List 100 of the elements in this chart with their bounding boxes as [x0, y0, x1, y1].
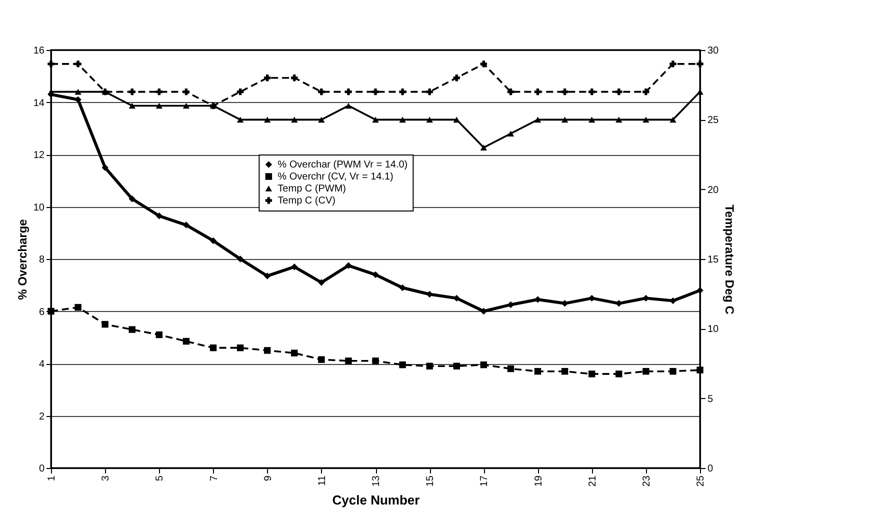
point [74, 96, 82, 103]
point [264, 116, 271, 123]
x-tick-label: 17 [479, 475, 490, 487]
point [507, 301, 514, 308]
point [156, 102, 163, 109]
point [696, 286, 704, 294]
point [74, 60, 82, 68]
point [670, 368, 676, 375]
point [345, 102, 352, 109]
y-tick-label: 12 [33, 150, 45, 161]
y2-tick-label: 5 [708, 394, 714, 405]
point [616, 370, 622, 378]
point [561, 116, 568, 123]
point [318, 279, 325, 286]
point [156, 212, 163, 220]
point [318, 88, 325, 96]
point [426, 88, 433, 96]
point [102, 164, 108, 171]
x-tick-label: 9 [262, 475, 274, 482]
y-tick-label: 6 [38, 306, 45, 318]
point [74, 304, 82, 311]
point [480, 60, 488, 68]
point [318, 116, 325, 123]
x-tick-label: 25 [696, 475, 706, 487]
legend-label: % Overchr (CV, Vr = 14.1) [278, 172, 394, 182]
point [399, 116, 406, 123]
point [345, 88, 352, 96]
point [616, 88, 622, 96]
x-tick-label: 19 [533, 475, 544, 487]
x-tick-label: 7 [208, 475, 220, 482]
x-tick-label: 3 [100, 475, 112, 482]
point [453, 116, 460, 123]
legend-label: Temp C (PWM) [278, 184, 346, 194]
point [426, 290, 433, 298]
y2-tick-label: 10 [708, 324, 720, 336]
y-tick-label: 4 [38, 359, 45, 370]
y-tick-label: 16 [33, 46, 45, 56]
point [399, 284, 406, 292]
point [670, 297, 676, 304]
point [210, 237, 217, 244]
point [696, 88, 704, 95]
point [156, 88, 163, 96]
point [480, 144, 488, 150]
point [372, 116, 379, 123]
point [318, 356, 325, 363]
point [480, 308, 488, 315]
point [264, 74, 271, 82]
point [588, 370, 596, 378]
point [399, 88, 406, 96]
point [534, 116, 542, 123]
point [182, 338, 190, 345]
point [128, 196, 136, 202]
x-tick-label: 1 [46, 475, 58, 482]
point [642, 368, 650, 375]
point [372, 88, 379, 96]
y2-tick-label: 20 [708, 184, 720, 196]
point [616, 116, 622, 123]
point [534, 368, 542, 375]
y2-tick-label: 25 [708, 115, 720, 126]
point [480, 361, 488, 368]
point [291, 116, 298, 123]
legend-label: Temp C (CV) [278, 196, 336, 206]
point [182, 88, 190, 96]
point [507, 130, 514, 137]
y-tick-label: 10 [33, 202, 45, 214]
point [426, 362, 433, 370]
point [588, 88, 596, 96]
legend-label: % Overchar (PWM Vr = 14.0) [278, 160, 408, 170]
point [128, 326, 136, 333]
point [642, 116, 650, 123]
x-tick-label: 21 [587, 475, 598, 487]
y-axis-title: % Overcharge [15, 218, 30, 300]
point [399, 361, 406, 368]
x-tick-label: 15 [425, 475, 436, 487]
point [534, 88, 542, 96]
point [128, 102, 136, 109]
point [264, 272, 271, 280]
x-tick-label: 23 [641, 475, 652, 487]
y2-tick-label: 30 [708, 46, 720, 56]
point [642, 88, 650, 96]
point [507, 88, 514, 96]
x-tick-label: 11 [316, 475, 328, 486]
point [696, 366, 704, 374]
point [372, 358, 379, 364]
y2-tick-label: 0 [708, 464, 714, 474]
point [182, 222, 190, 228]
point [616, 300, 622, 307]
point [128, 88, 136, 96]
point [236, 344, 244, 352]
point [426, 116, 433, 123]
y2-axis-title: Temperature Deg C [722, 204, 737, 315]
point [291, 74, 298, 82]
point [291, 350, 298, 356]
y-tick-label: 0 [38, 464, 45, 474]
point [182, 102, 190, 109]
y-tick-label: 14 [33, 98, 45, 109]
y-tick-label: 8 [38, 254, 45, 266]
point [670, 60, 676, 68]
point [670, 116, 676, 123]
x-tick-label: 13 [371, 475, 382, 487]
